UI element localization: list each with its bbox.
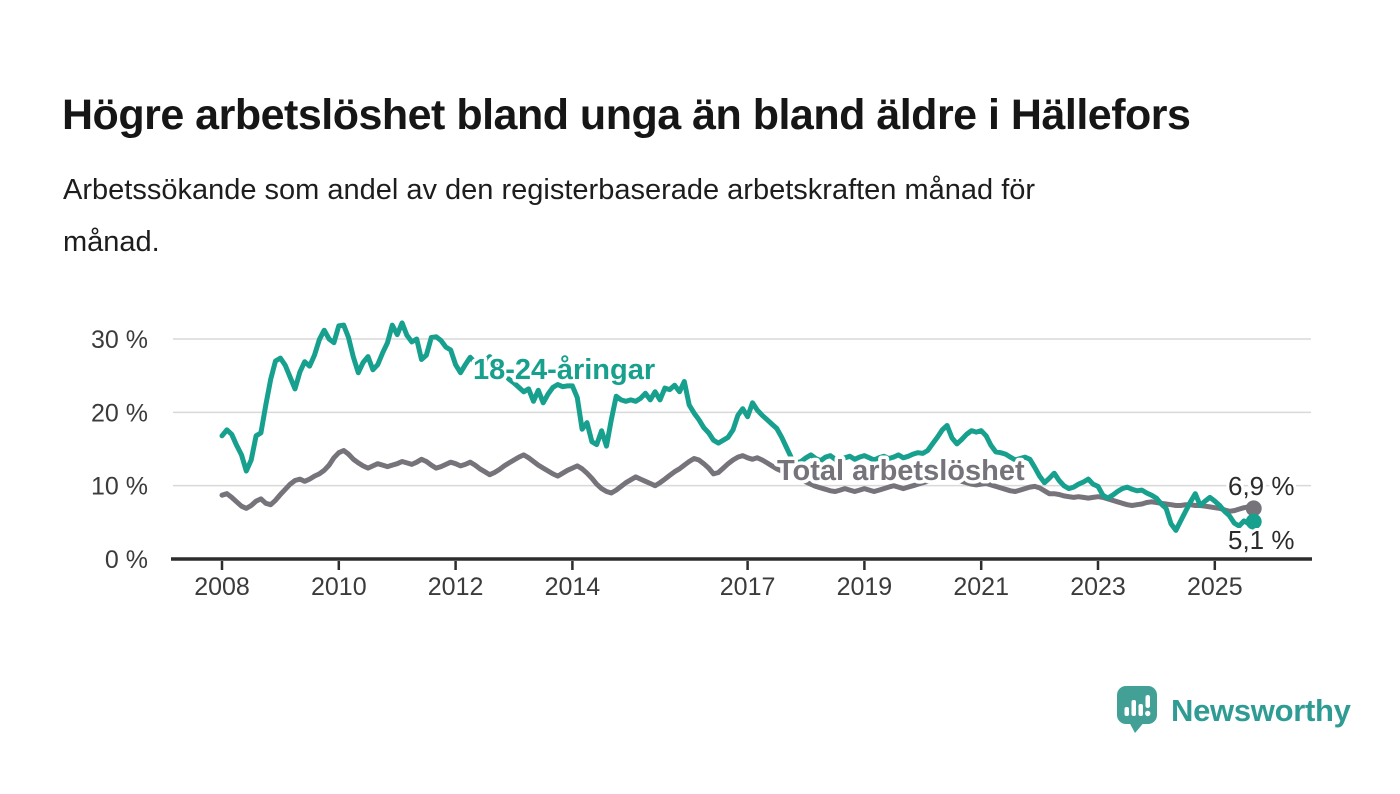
page-title: Högre arbetslöshet bland unga än bland ä…	[62, 90, 1191, 139]
newsworthy-wordmark: Newsworthy	[1171, 693, 1351, 728]
end-label-young: 5,1 %	[1228, 525, 1295, 555]
x-axis: 30 % 20 % 10 % 0 % 2008 2010 2012 2014 2017 2019 2…	[91, 326, 1312, 601]
subtitle-line-1: Arbetssökande som andel av den registerb…	[63, 174, 1036, 206]
line-18-24-åringar	[219, 320, 1257, 533]
x-axis-tick-label: 2017	[720, 573, 776, 601]
series-end-dots	[1245, 500, 1262, 530]
line-Total arbetslöshet	[219, 448, 1257, 514]
newsworthy-chart-bubble-icon	[1117, 686, 1157, 733]
y-axis-tick-label: 20 %	[91, 399, 148, 427]
newsworthy-logo: Newsworthy	[1116, 686, 1351, 736]
x-axis-tick-label: 2021	[953, 573, 1009, 601]
unemployment-line-chart: 30 % 20 % 10 % 0 % 2008 2010 2012 2014 2017 2019 2…	[91, 320, 1312, 601]
end-label-total: 6,9 %	[1228, 471, 1295, 501]
series-label-18-24: 18-24-åringar	[473, 354, 655, 386]
x-axis-tick-label: 2025	[1187, 573, 1243, 601]
x-axis-tick-label: 2019	[837, 573, 893, 601]
subtitle: Arbetssökande som andel av den registerb…	[63, 164, 1303, 268]
y-axis-tick-label: 0 %	[105, 546, 148, 574]
x-axis-tick-label: 2008	[194, 573, 250, 601]
series-label-total: Total arbetslöshet	[777, 455, 1025, 487]
end-dot-Total arbetslöshet	[1245, 500, 1262, 517]
y-axis-tick-label: 10 %	[91, 473, 148, 501]
y-axis-tick-label: 30 %	[91, 326, 148, 354]
x-axis-tick-label: 2010	[311, 573, 367, 601]
x-axis-tick-label: 2023	[1070, 573, 1126, 601]
x-axis-tick-label: 2014	[545, 573, 601, 601]
x-axis-tick-label: 2012	[428, 573, 484, 601]
series-lines	[219, 320, 1257, 533]
subtitle-line-2: månad.	[63, 226, 160, 258]
end-dot-18-24-åringar	[1245, 513, 1262, 530]
